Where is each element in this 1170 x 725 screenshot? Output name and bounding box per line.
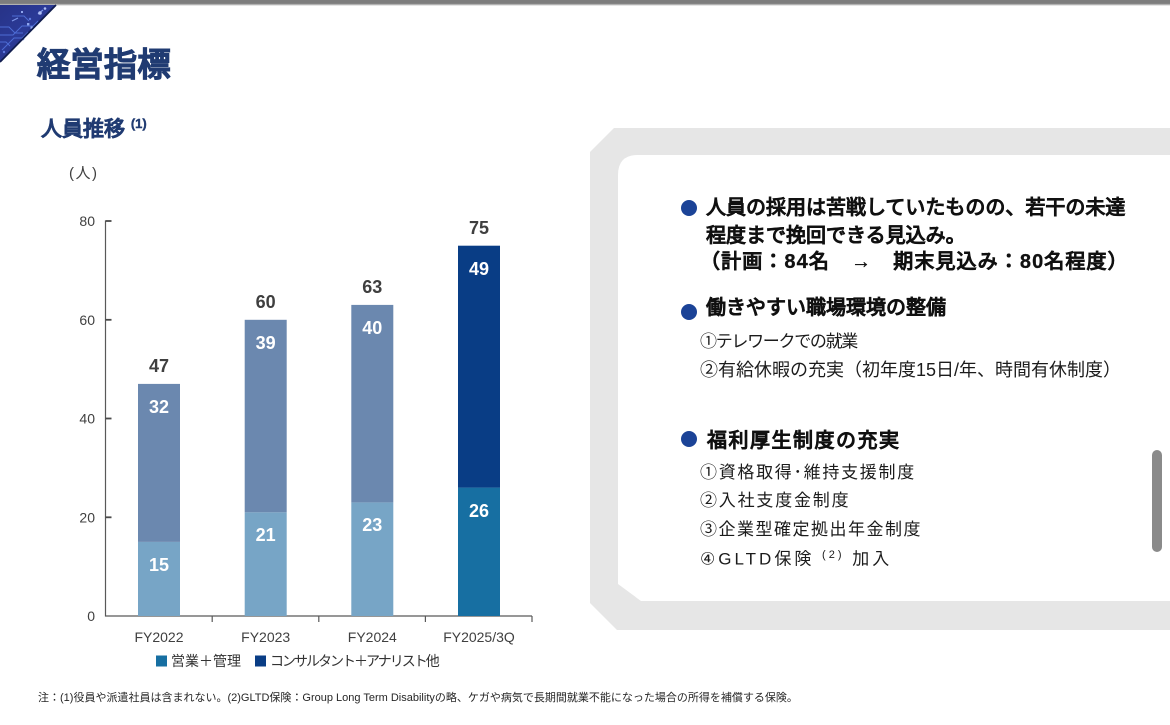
svg-text:営業＋管理: 営業＋管理: [171, 653, 241, 669]
svg-text:32: 32: [149, 397, 169, 417]
svg-text:80: 80: [79, 213, 95, 229]
svg-text:0: 0: [87, 608, 95, 624]
svg-text:40: 40: [362, 318, 382, 338]
svg-text:FY2024: FY2024: [348, 629, 397, 645]
svg-text:21: 21: [256, 525, 276, 545]
svg-text:FY2022: FY2022: [134, 629, 183, 645]
svg-text:(人): (人): [69, 165, 99, 182]
svg-text:26: 26: [469, 501, 489, 521]
svg-text:60: 60: [256, 292, 276, 312]
svg-text:20: 20: [79, 509, 95, 525]
svg-text:75: 75: [469, 218, 489, 238]
svg-text:FY2025/3Q: FY2025/3Q: [443, 629, 515, 645]
svg-text:23: 23: [362, 515, 382, 535]
svg-text:63: 63: [362, 277, 382, 297]
svg-text:40: 40: [79, 411, 95, 427]
svg-text:FY2023: FY2023: [241, 629, 290, 645]
svg-text:47: 47: [149, 356, 169, 376]
svg-text:49: 49: [469, 259, 489, 279]
svg-text:コンサルタント＋アナリスト他: コンサルタント＋アナリスト他: [270, 653, 440, 669]
svg-text:39: 39: [256, 333, 276, 353]
svg-text:60: 60: [79, 312, 95, 328]
svg-text:15: 15: [149, 555, 169, 575]
